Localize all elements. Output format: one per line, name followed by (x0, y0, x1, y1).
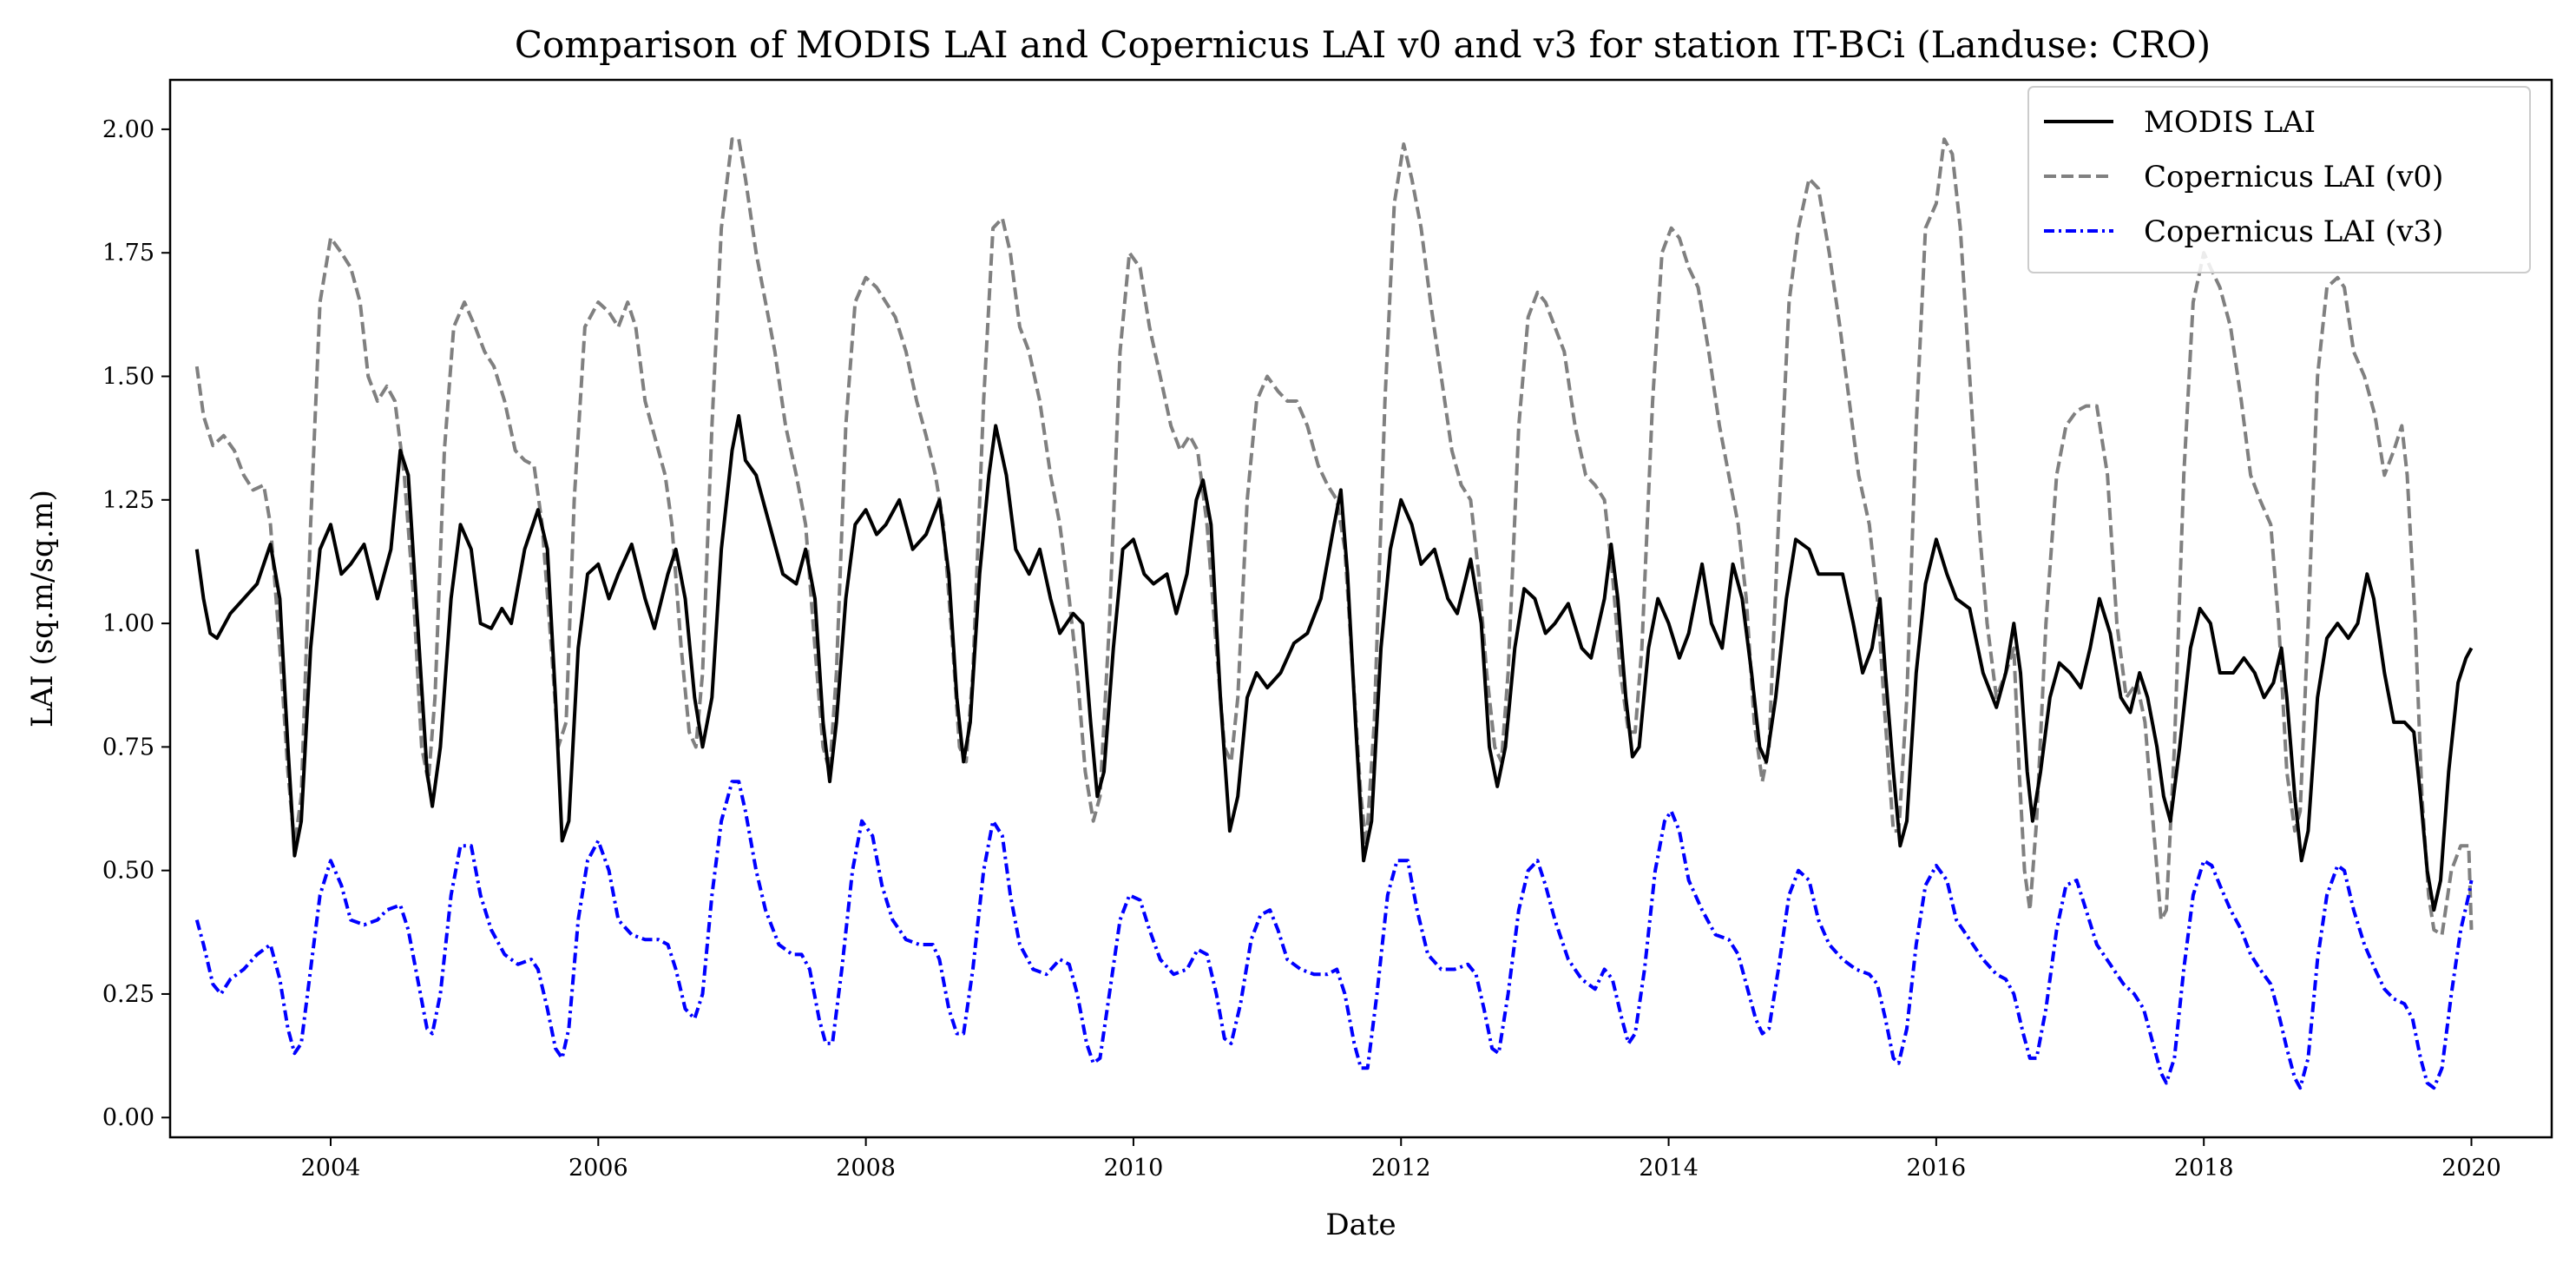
legend-box (2027, 86, 2531, 273)
y-axis: 0.00 0.25 0.50 0.75 1.00 1.25 1.50 1.75 2.00 (102, 116, 170, 1131)
x-tick-label: 2016 (1907, 1155, 1967, 1182)
x-tick-label: 2006 (568, 1155, 628, 1182)
y-tick-label: 1.75 (102, 240, 154, 267)
legend-label-modis: MODIS LAI (2144, 105, 2316, 140)
legend-label-copernicus-v0: Copernicus LAI (v0) (2144, 160, 2443, 194)
y-tick-label: 1.50 (102, 363, 154, 390)
x-tick-label: 2010 (1104, 1155, 1164, 1182)
y-axis-label: LAI (sq.m/sq.m) (25, 490, 60, 728)
y-tick-label: 1.00 (102, 610, 154, 637)
x-tick-label: 2004 (301, 1155, 361, 1182)
y-tick-label: 1.25 (102, 487, 154, 514)
series-line-copernicus-lai-v3 (194, 780, 2474, 1090)
x-axis: 2004 2006 2008 2010 2012 2014 2016 2018 2020 (301, 1137, 2501, 1182)
y-tick-label: 0.75 (102, 734, 154, 761)
plot-frame (168, 78, 2553, 1139)
legend-entry-copernicus-v3: Copernicus LAI (v3) (2044, 214, 2443, 249)
x-axis-label: Date (1325, 1208, 1396, 1242)
y-tick-label: 0.00 (102, 1104, 154, 1131)
legend-entry-copernicus-v0: Copernicus LAI (v0) (2044, 160, 2443, 194)
y-tick-label: 0.50 (102, 858, 154, 885)
x-tick-label: 2014 (1639, 1155, 1699, 1182)
x-tick-label: 2012 (1371, 1155, 1431, 1182)
legend: MODIS LAI Copernicus LAI (v0) Copernicus… (2027, 86, 2531, 273)
chart-title: Comparison of MODIS LAI and Copernicus L… (515, 23, 2211, 66)
plot-area: 2004 2006 2008 2010 2012 2014 2016 2018 2020 0.0… (102, 78, 2553, 1182)
series-layer (194, 137, 2474, 1090)
y-tick-label: 0.25 (102, 981, 154, 1008)
x-tick-label: 2020 (2441, 1155, 2501, 1182)
legend-entry-modis: MODIS LAI (2044, 105, 2316, 140)
x-tick-label: 2008 (836, 1155, 896, 1182)
legend-label-copernicus-v3: Copernicus LAI (v3) (2144, 214, 2443, 249)
series-line-modis-lai (194, 414, 2474, 912)
x-tick-label: 2018 (2174, 1155, 2234, 1182)
y-tick-label: 2.00 (102, 116, 154, 143)
